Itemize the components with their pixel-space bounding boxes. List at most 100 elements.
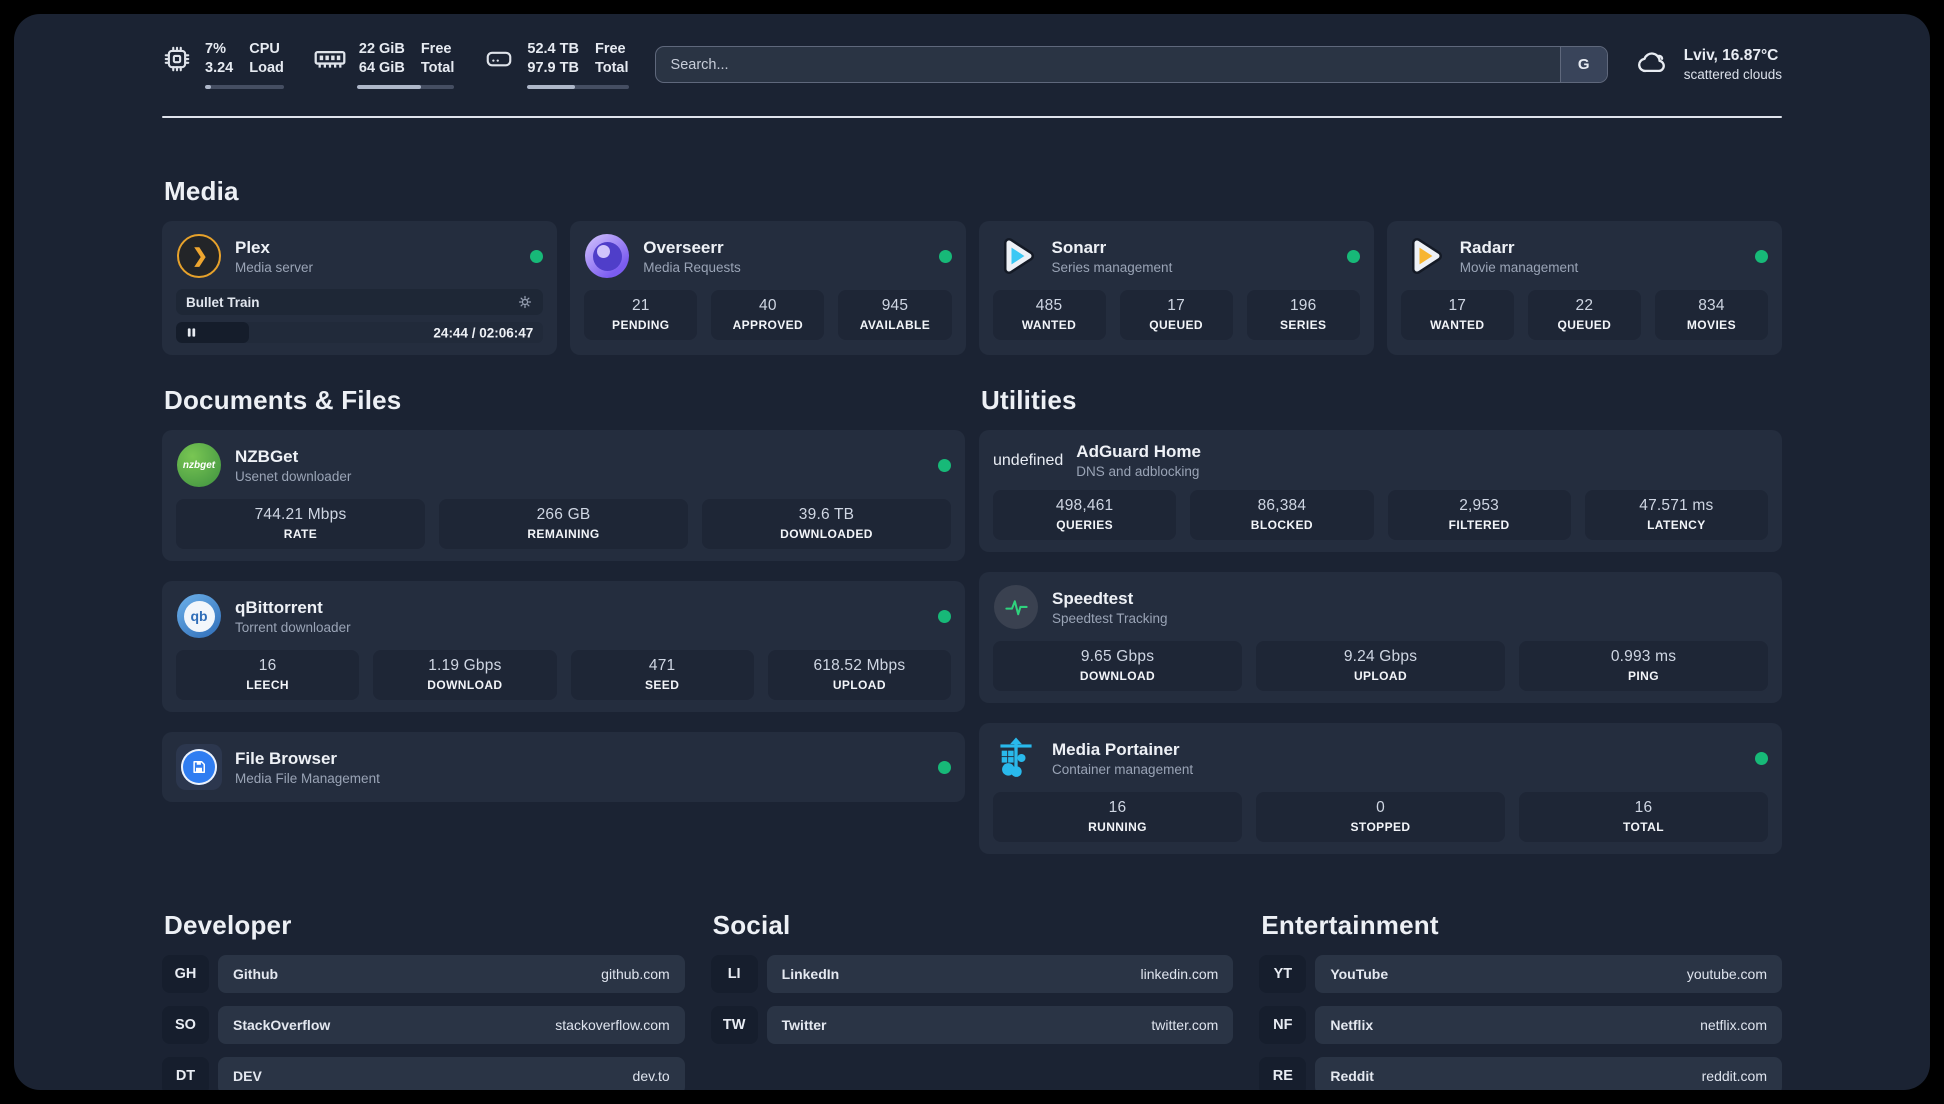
stat-value: 0 [1376,799,1385,817]
gear-icon[interactable] [517,294,533,310]
link-linkedin[interactable]: LI LinkedIn linkedin.com [710,955,1234,994]
link-abbr-badge: DT [162,1057,209,1090]
weather-condition: scattered clouds [1683,67,1782,83]
section-links-social: Social LI LinkedIn linkedin.com TW Twitt… [710,910,1234,1090]
link-url: youtube.com [1686,966,1767,983]
section-title-social: Social [712,910,791,941]
weather-text: Lviv, 16.87°C scattered clouds [1684,47,1782,82]
app-description: Media server [235,259,314,275]
utilities-card-stack: undefined AdGuard Home DNS and adblockin… [979,430,1782,855]
stat-label: DOWNLOAD [1079,669,1156,684]
app-card-radarr[interactable]: Radarr Movie management 17 WANTED 22 QUEUED… [1386,221,1782,356]
app-card-nzbget[interactable]: nzbget NZBGet Usenet downloader 744.21 M… [162,430,965,562]
status-online-dot [938,249,952,263]
stat-labels: CPU Load [249,41,284,77]
stat-value: 47.571 ms [1639,497,1714,515]
plex-icon: ❯ [176,233,222,279]
stat-ping: 0.993 ms PING [1519,641,1768,692]
stat-label: BLOCKED [1250,518,1313,533]
app-description: Speedtest Tracking [1052,610,1168,626]
link-abbr-badge: LI [710,955,758,994]
app-card-header: Sonarr Series management [993,233,1360,279]
link-stackoverflow[interactable]: SO StackOverflow stackoverflow.com [162,1006,685,1045]
stat-label: TOTAL [1623,820,1664,835]
section-utilities: Utilities undefined AdGuard Home DNS and… [979,385,1782,855]
section-title-entertainment: Entertainment [1261,910,1439,941]
memory-stat: 22 GiB 64 GiB Free Total [314,40,455,90]
app-card-header: undefined AdGuard Home DNS and adblockin… [993,442,1768,479]
link-name: Netflix [1330,1017,1374,1034]
search-engine-button[interactable]: G [1559,47,1607,83]
weather-widget[interactable]: Lviv, 16.87°C scattered clouds [1634,47,1782,83]
link-pill: Github github.com [218,955,685,994]
link-pill: Reddit reddit.com [1315,1057,1782,1090]
overseerr-icon [584,233,630,279]
link-youtube[interactable]: YT YouTube youtube.com [1259,955,1782,994]
app-card-plex[interactable]: ❯ Plex Media server Bullet Train 24:44 / … [162,221,558,356]
stat-filtered: 2,953 FILTERED [1387,490,1571,541]
now-playing-widget: Bullet Train 24:44 / 02:06:47 [176,289,544,344]
stat-label: STOPPED [1350,820,1411,835]
stat-total: 16 TOTAL [1519,792,1768,843]
app-card-header: qb qBittorrent Torrent downloader [176,593,951,639]
stat-label: QUEUED [1557,318,1612,333]
portainer-icon [993,735,1039,781]
stat-value: 9.24 Gbps [1343,648,1418,666]
app-name: qBittorrent [235,597,323,617]
system-stats: 7% 3.24 CPU Load 22 GiB 64 GiB Free Total 52… [162,40,629,90]
stat-label: AVAILABLE [859,318,931,333]
app-card-speedtest[interactable]: Speedtest Speedtest Tracking 9.65 Gbps DO… [979,572,1782,704]
status-online-dot [938,609,951,623]
disk-icon [484,44,514,74]
link-name: DEV [233,1068,262,1085]
stat-value: 945 [881,297,909,315]
cpu-icon [162,44,192,74]
qbittorrent-icon: qb [176,593,222,639]
section-links-entertainment: Entertainment YT YouTube youtube.com NF … [1259,910,1782,1090]
app-name: Plex [235,237,270,257]
weather-location: Lviv, 16.87°C [1683,47,1779,65]
stat-values: 7% 3.24 [205,41,234,77]
app-card-qbittorrent[interactable]: qb qBittorrent Torrent downloader 16 LEEC… [162,581,965,713]
app-card-overseerr[interactable]: Overseerr Media Requests 21 PENDING 40 APPR… [570,221,966,356]
stat-upload: 618.52 Mbps UPLOAD [767,650,951,701]
link-dev[interactable]: DT DEV dev.to [162,1057,685,1090]
app-card-header: Overseerr Media Requests [584,233,952,279]
link-github[interactable]: GH Github github.com [162,955,685,994]
link-abbr-badge: TW [710,1006,758,1045]
app-card-media-portainer[interactable]: Media Portainer Container management 16 R… [979,723,1782,855]
app-description: Usenet downloader [235,468,352,484]
app-card-sonarr[interactable]: Sonarr Series management 485 WANTED 17 QUEU… [978,221,1374,356]
app-stats: 21 PENDING 40 APPROVED 945 AVAILABLE [584,290,952,341]
filebrowser-icon [176,744,222,791]
stat-value: 485 [1035,297,1063,315]
section-title-utilities: Utilities [981,385,1077,416]
memory-icon [314,47,346,71]
section-title-documents: Documents & Files [164,385,402,416]
now-playing-bar: Bullet Train [176,289,544,316]
nzbget-icon: nzbget [176,442,222,488]
stat-seed: 471 SEED [570,650,754,701]
bookmark-columns: Developer GH Github github.com SO StackO… [162,910,1782,1090]
link-url: github.com [601,966,670,983]
link-abbr-badge: RE [1259,1057,1307,1090]
link-netflix[interactable]: NF Netflix netflix.com [1259,1006,1782,1045]
link-twitter[interactable]: TW Twitter twitter.com [710,1006,1234,1045]
now-playing-title: Bullet Train [186,294,260,310]
link-pill: DEV dev.to [218,1057,685,1090]
app-card-adguard-home[interactable]: undefined AdGuard Home DNS and adblockin… [979,430,1782,553]
search-input[interactable] [655,47,1560,83]
middle-columns: Documents & Files nzbget NZBGet Usenet d… [162,385,1782,855]
link-list-developer: GH Github github.com SO StackOverflow st… [162,955,685,1090]
adguard-icon: undefined [993,451,1064,469]
link-abbr-badge: SO [162,1006,209,1045]
stat-value: 16 [258,657,277,675]
playback-progress-fill [176,322,250,344]
app-card-file-browser[interactable]: File Browser Media File Management [162,732,965,803]
stat-running: 16 RUNNING [993,792,1242,843]
link-reddit[interactable]: RE Reddit reddit.com [1259,1057,1782,1090]
app-card-header: Radarr Movie management [1401,233,1768,279]
stat-value: 40 [759,297,777,315]
section-links-developer: Developer GH Github github.com SO StackO… [162,910,685,1090]
app-card-header: File Browser Media File Management [176,744,951,791]
